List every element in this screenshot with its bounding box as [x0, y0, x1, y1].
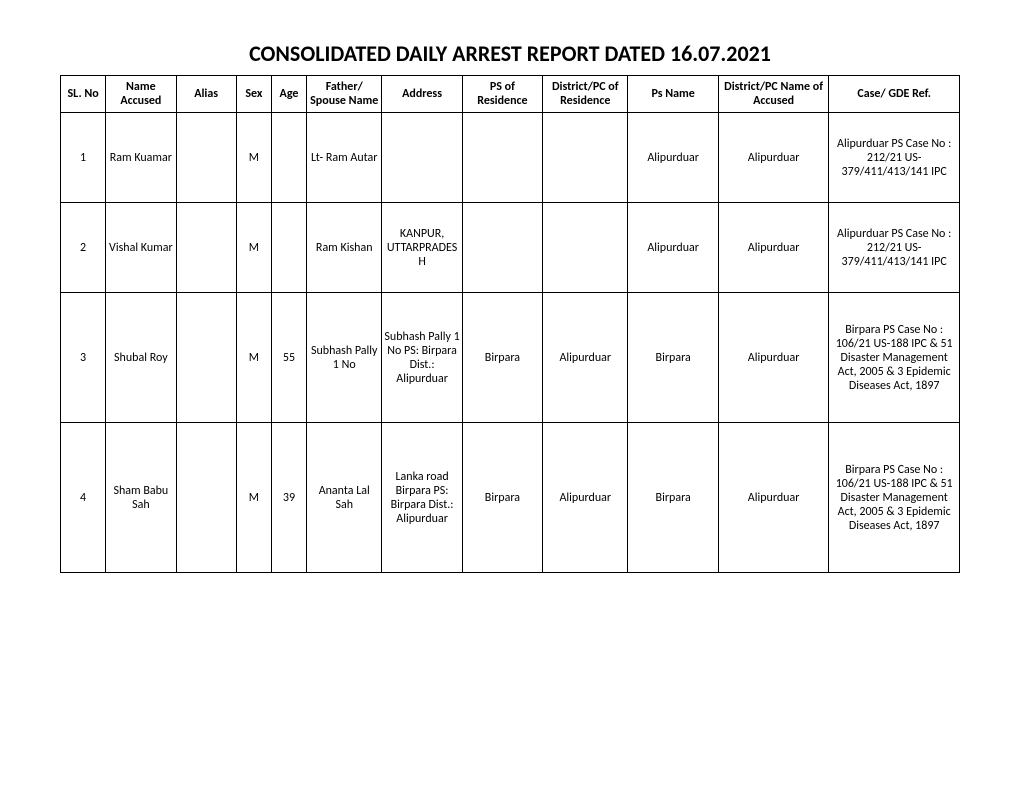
cell-father: Subhash Pally 1 No: [307, 293, 382, 423]
col-header-district: District/PC of Residence: [543, 76, 628, 113]
cell-case: Alipurduar PS Case No : 212/21 US-379/41…: [829, 113, 960, 203]
cell-psname: Birpara: [628, 293, 718, 423]
cell-alias: [176, 113, 236, 203]
col-header-name: Name Accused: [106, 76, 176, 113]
col-header-sex: Sex: [236, 76, 271, 113]
cell-age: [271, 113, 306, 203]
col-header-father: Father/ Spouse Name: [307, 76, 382, 113]
table-row: 1 Ram Kuamar M Lt- Ram Autar Alipurduar …: [61, 113, 960, 203]
cell-district: Alipurduar: [543, 293, 628, 423]
table-row: 4 Sham Babu Sah M 39 Ananta Lal Sah Lank…: [61, 423, 960, 573]
col-header-pcaccused: District/PC Name of Accused: [718, 76, 828, 113]
arrest-report-table: SL. No Name Accused Alias Sex Age Father…: [60, 75, 960, 573]
cell-sex: M: [236, 293, 271, 423]
cell-name: Sham Babu Sah: [106, 423, 176, 573]
col-header-psres: PS of Residence: [462, 76, 542, 113]
cell-age: 39: [271, 423, 306, 573]
cell-alias: [176, 423, 236, 573]
cell-name: Ram Kuamar: [106, 113, 176, 203]
cell-district: [543, 203, 628, 293]
cell-father: Ram Kishan: [307, 203, 382, 293]
col-header-alias: Alias: [176, 76, 236, 113]
cell-name: Shubal Roy: [106, 293, 176, 423]
cell-pcaccused: Alipurduar: [718, 423, 828, 573]
cell-alias: [176, 203, 236, 293]
col-header-slno: SL. No: [61, 76, 106, 113]
cell-psname: Birpara: [628, 423, 718, 573]
cell-slno: 1: [61, 113, 106, 203]
col-header-age: Age: [271, 76, 306, 113]
cell-district: [543, 113, 628, 203]
cell-sex: M: [236, 203, 271, 293]
table-row: 3 Shubal Roy M 55 Subhash Pally 1 No Sub…: [61, 293, 960, 423]
cell-case: Birpara PS Case No : 106/21 US-188 IPC &…: [829, 423, 960, 573]
cell-pcaccused: Alipurduar: [718, 203, 828, 293]
page-title: CONSOLIDATED DAILY ARREST REPORT DATED 1…: [60, 40, 960, 67]
cell-slno: 4: [61, 423, 106, 573]
col-header-address: Address: [382, 76, 462, 113]
cell-psname: Alipurduar: [628, 203, 718, 293]
cell-case: Alipurduar PS Case No : 212/21 US-379/41…: [829, 203, 960, 293]
table-header-row: SL. No Name Accused Alias Sex Age Father…: [61, 76, 960, 113]
cell-age: 55: [271, 293, 306, 423]
cell-father: Lt- Ram Autar: [307, 113, 382, 203]
cell-age: [271, 203, 306, 293]
cell-psres: Birpara: [462, 423, 542, 573]
cell-case: Birpara PS Case No : 106/21 US-188 IPC &…: [829, 293, 960, 423]
cell-slno: 3: [61, 293, 106, 423]
cell-name: Vishal Kumar: [106, 203, 176, 293]
cell-psname: Alipurduar: [628, 113, 718, 203]
cell-address: KANPUR, UTTARPRADESH: [382, 203, 462, 293]
cell-district: Alipurduar: [543, 423, 628, 573]
col-header-case: Case/ GDE Ref.: [829, 76, 960, 113]
cell-alias: [176, 293, 236, 423]
cell-father: Ananta Lal Sah: [307, 423, 382, 573]
cell-address: [382, 113, 462, 203]
table-row: 2 Vishal Kumar M Ram Kishan KANPUR, UTTA…: [61, 203, 960, 293]
cell-pcaccused: Alipurduar: [718, 293, 828, 423]
cell-psres: Birpara: [462, 293, 542, 423]
cell-psres: [462, 203, 542, 293]
cell-sex: M: [236, 423, 271, 573]
cell-slno: 2: [61, 203, 106, 293]
cell-sex: M: [236, 113, 271, 203]
cell-pcaccused: Alipurduar: [718, 113, 828, 203]
cell-address: Lanka road Birpara PS: Birpara Dist.: Al…: [382, 423, 462, 573]
col-header-psname: Ps Name: [628, 76, 718, 113]
cell-address: Subhash Pally 1 No PS: Birpara Dist.: Al…: [382, 293, 462, 423]
cell-psres: [462, 113, 542, 203]
